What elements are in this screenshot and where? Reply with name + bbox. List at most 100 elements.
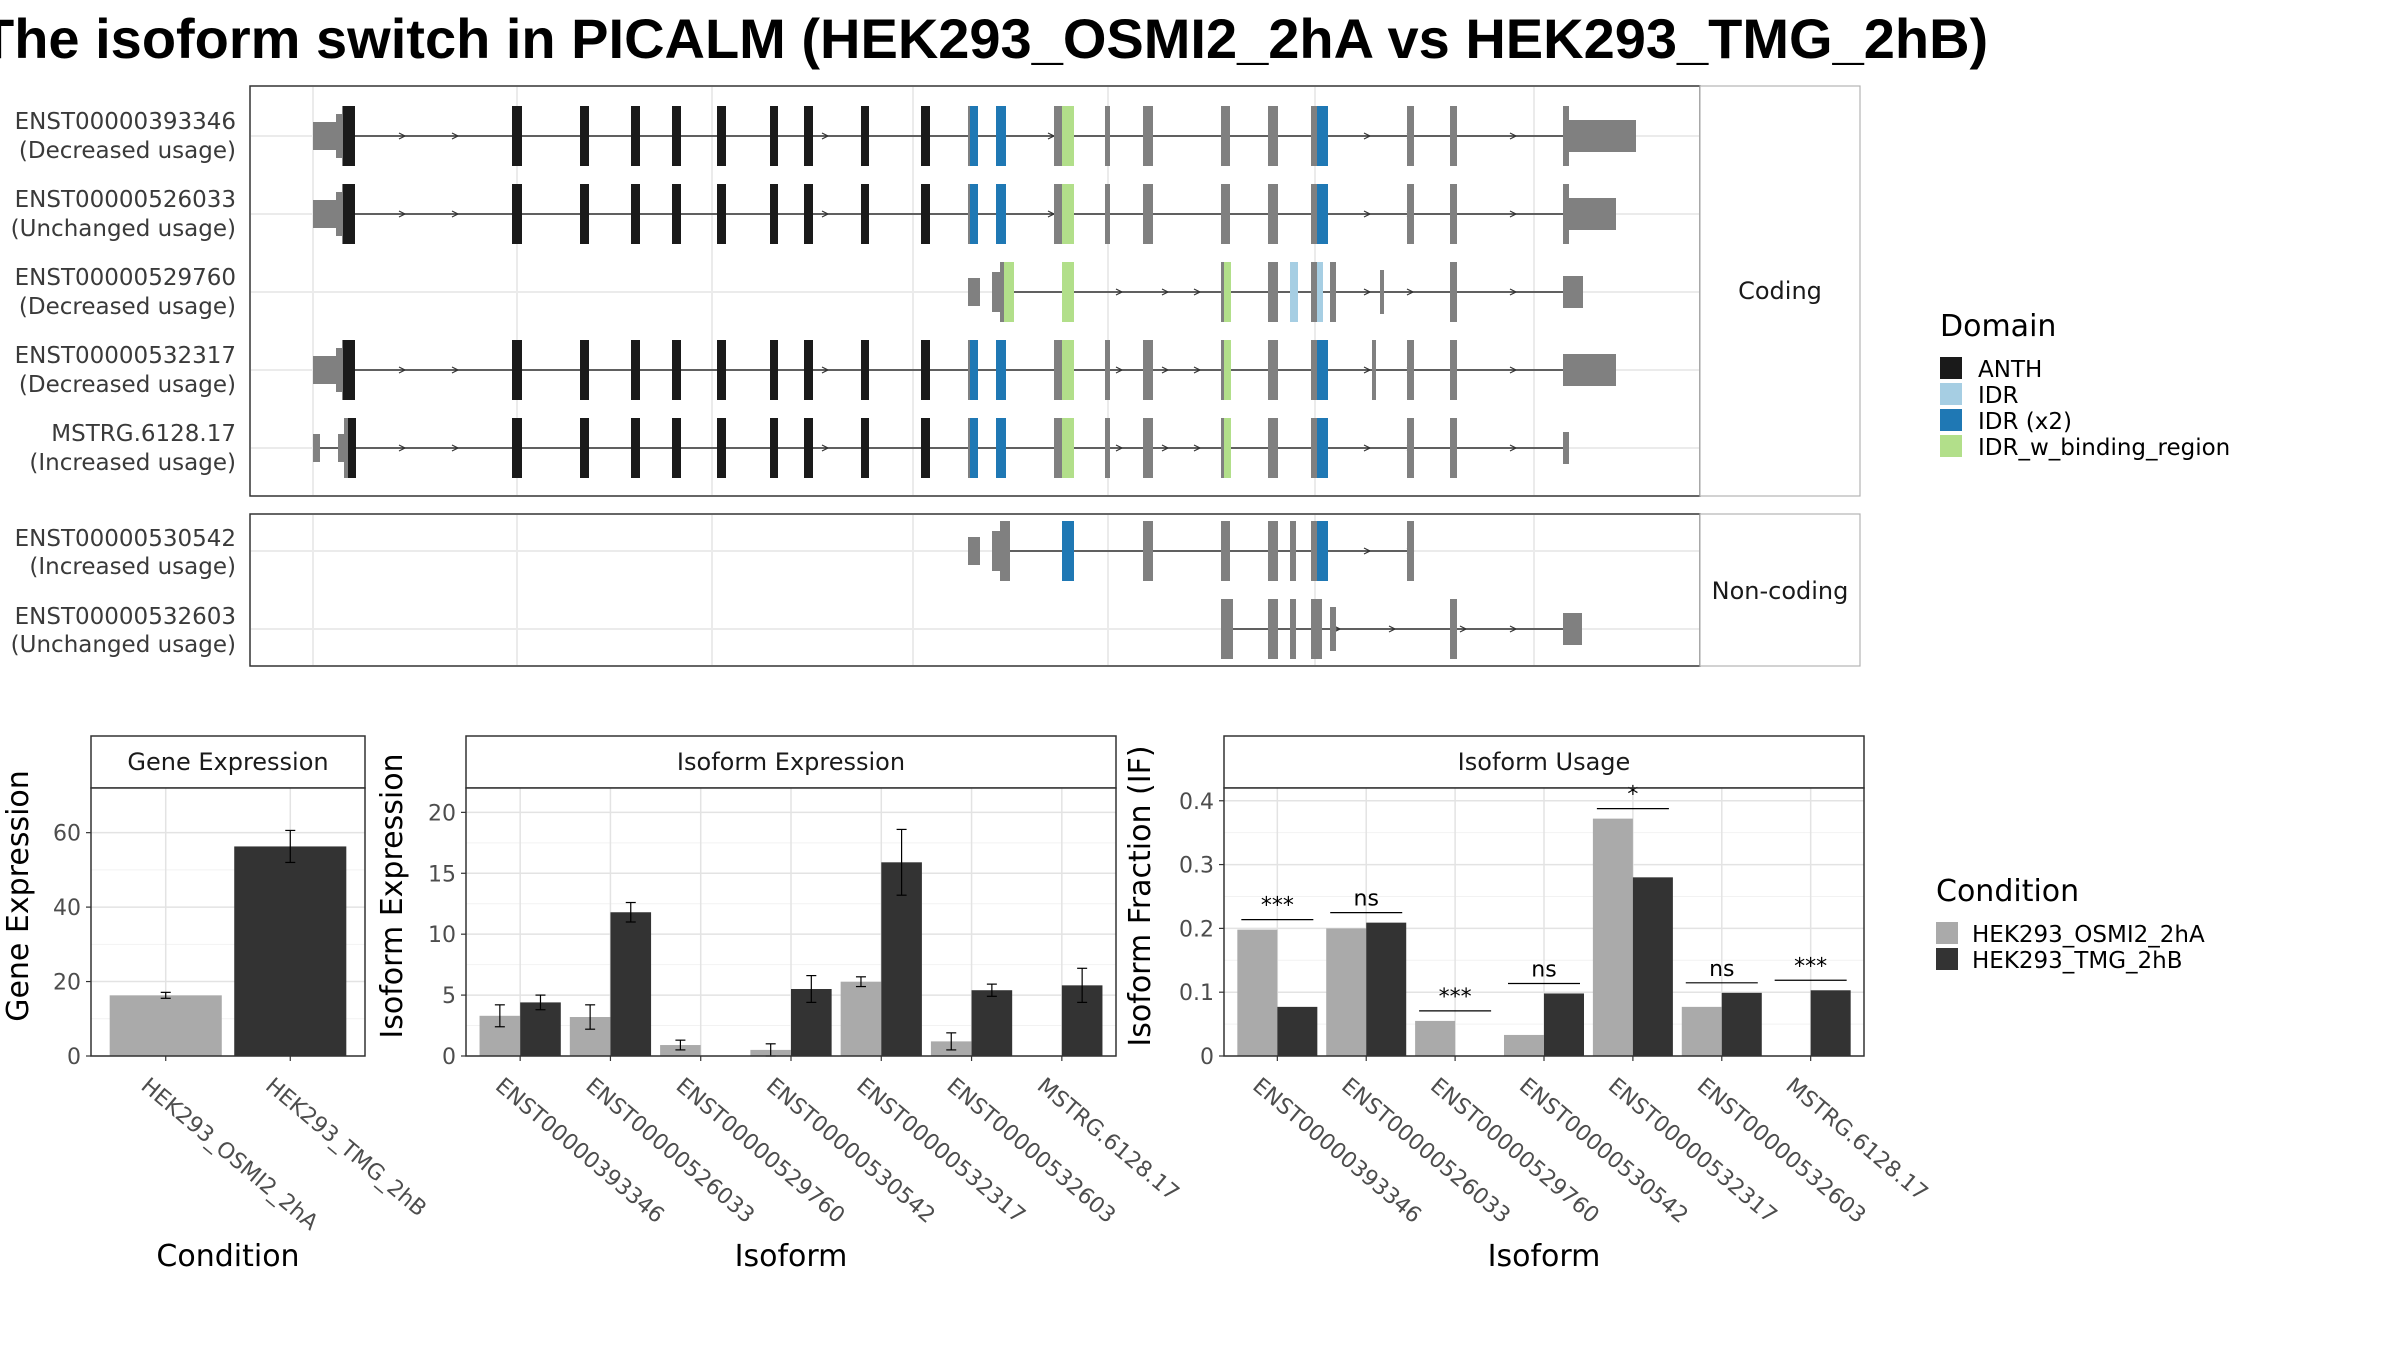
bar [1810,990,1851,1056]
legend-item-tmg: HEK293_TMG_2hB [1972,948,2183,974]
domain-region [580,184,589,244]
legend-swatch-idr [1940,383,1962,405]
bar [1504,1034,1544,1056]
exon [1143,418,1153,478]
legend-swatch-idr-x2 [1940,409,1962,431]
domain-region [770,418,778,478]
legend-swatch-idr-binding [1940,435,1962,457]
domain-region [861,340,869,400]
exon [1311,418,1322,478]
x-tick-label: ENST00000532603 [942,1073,1120,1228]
domain-region [996,184,1006,244]
strand-arrow [1509,625,1518,633]
strand-arrow [821,132,830,140]
y-tick-label: 0.2 [1179,917,1214,942]
exon [1311,599,1322,659]
exon [1311,184,1322,244]
strand-arrow [1363,288,1372,296]
strip-coding-box [1699,85,1861,497]
exon [1221,599,1233,659]
x-tick-label: ENST00000526033 [1336,1073,1514,1228]
strand-arrow [1161,366,1170,374]
transcript-track [1221,599,1582,659]
legend-item-idr-x2: IDR (x2) [1978,409,2072,435]
legend-item-idr-binding: IDR_w_binding_region [1978,435,2230,461]
transcript-track [968,262,1583,322]
domain-region [1224,340,1231,400]
domain-region [512,184,522,244]
domain-region [631,106,640,166]
domain-region [717,418,726,478]
domain-region [770,340,778,400]
domain-region [996,418,1006,478]
y-tick-label: 0 [1200,1045,1214,1070]
domain-region [804,340,813,400]
domain-region [1317,106,1328,166]
strand-arrow [398,132,407,140]
exon [313,122,336,150]
y-tick-label: 0.4 [1179,790,1214,815]
transcript-label-usage: (Unchanged usage) [11,216,236,242]
strand-arrow [451,132,460,140]
strand-arrow [1115,288,1124,296]
exon [1372,340,1376,400]
strand-arrow [1363,547,1372,555]
exon [968,278,980,306]
domain-region [970,184,978,244]
exon [313,434,320,462]
exon [1054,340,1063,400]
domain-region [512,106,522,166]
domain-region [861,106,869,166]
y-tick-label: 40 [53,896,81,921]
exon [1054,106,1063,166]
bar [1592,818,1633,1056]
exon [1143,521,1153,581]
domain-region [921,106,930,166]
transcript-label-id: ENST00000530542 [15,526,236,552]
x-tick-label: ENST00000532603 [1692,1073,1870,1228]
significance-label: * [1627,783,1638,808]
bar [1237,929,1278,1056]
domain-region [672,340,681,400]
exon [1311,262,1322,322]
significance-label: *** [1261,894,1294,919]
strand-arrow [398,366,407,374]
facet-strip [465,735,1117,789]
domain-region [804,418,813,478]
exon [1143,340,1153,400]
x-tick-label: ENST00000393346 [490,1073,668,1228]
transcript-label-id: MSTRG.6128.17 [51,421,236,447]
panel-title: Isoform Expression [677,748,905,776]
significance-label: ns [1531,957,1556,982]
exon [1054,184,1063,244]
x-tick-label: ENST00000530542 [1514,1073,1692,1228]
strip-coding-label: Coding [1738,277,1822,305]
bar [610,912,652,1056]
exon [344,418,350,478]
exon [338,434,344,462]
domain-region [1317,262,1323,322]
exon [1268,262,1278,322]
strand-arrow [1509,444,1518,452]
strand-arrow [398,444,407,452]
x-tick-label: ENST00000530542 [761,1073,939,1228]
exon [1563,432,1569,464]
domain-region [804,184,813,244]
legend-condition-title: Condition [1936,874,2079,909]
exon [1268,106,1278,166]
legend-domain-title: Domain [1940,309,2056,344]
exon [1000,521,1010,581]
bar [840,981,882,1056]
bar [1681,1006,1722,1056]
domain-region [861,184,869,244]
exon [1105,340,1110,400]
strand-arrow [1388,625,1397,633]
strand-arrow [1115,444,1124,452]
strand-arrow [1161,444,1170,452]
exon [1407,184,1414,244]
transcript-track [313,106,1636,166]
exon [313,356,336,384]
domain-region [970,106,978,166]
exon [1143,106,1153,166]
